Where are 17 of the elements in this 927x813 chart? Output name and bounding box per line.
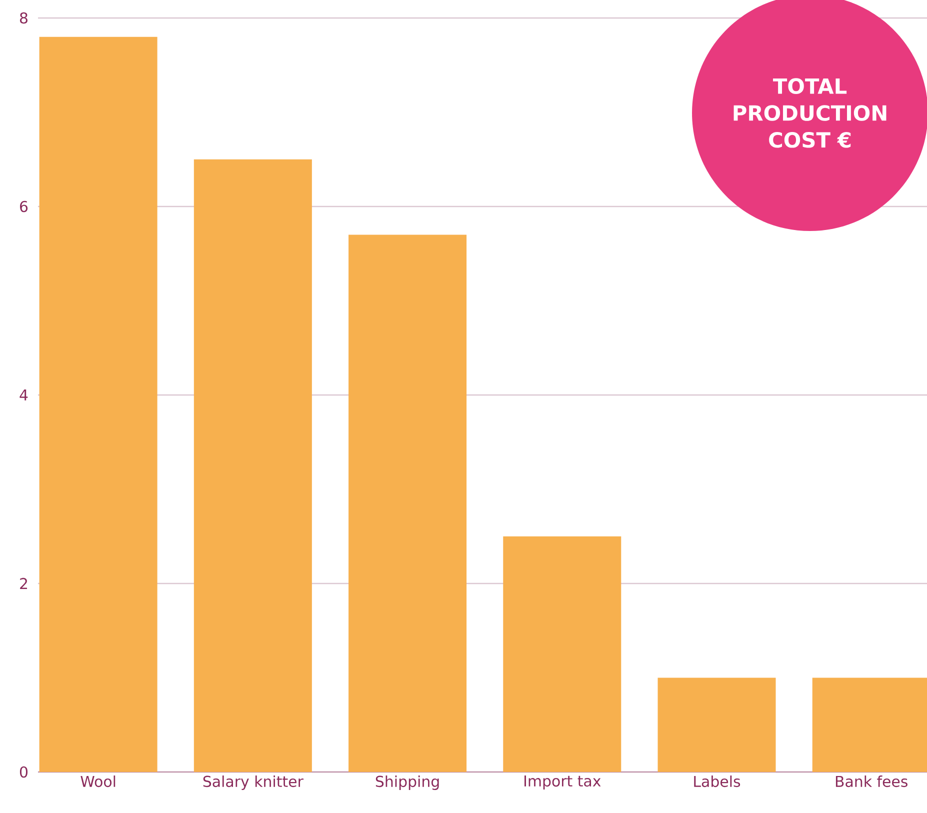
x-tick-label: Bank fees [836, 776, 908, 788]
bar [194, 159, 312, 772]
annotation: TOTAL PRODUCTION COST € [734, 78, 886, 148]
y-tick-label: 0 [20, 766, 28, 778]
y-tick-label: 8 [20, 12, 28, 24]
x-tick-label: Import tax [524, 776, 601, 790]
bar [39, 36, 158, 772]
y-tick-label: 4 [20, 390, 28, 400]
x-tick-label: Shipping [376, 776, 439, 790]
x-tick-label: Labels [694, 776, 740, 788]
bar [348, 234, 467, 772]
bar [658, 678, 776, 772]
bar [503, 536, 622, 772]
y-tick-label: 2 [20, 578, 27, 590]
x-tick-label: Salary knitter [203, 776, 304, 790]
y-tick-label: 6 [20, 200, 28, 212]
x-tick-label: Wool [80, 776, 116, 788]
